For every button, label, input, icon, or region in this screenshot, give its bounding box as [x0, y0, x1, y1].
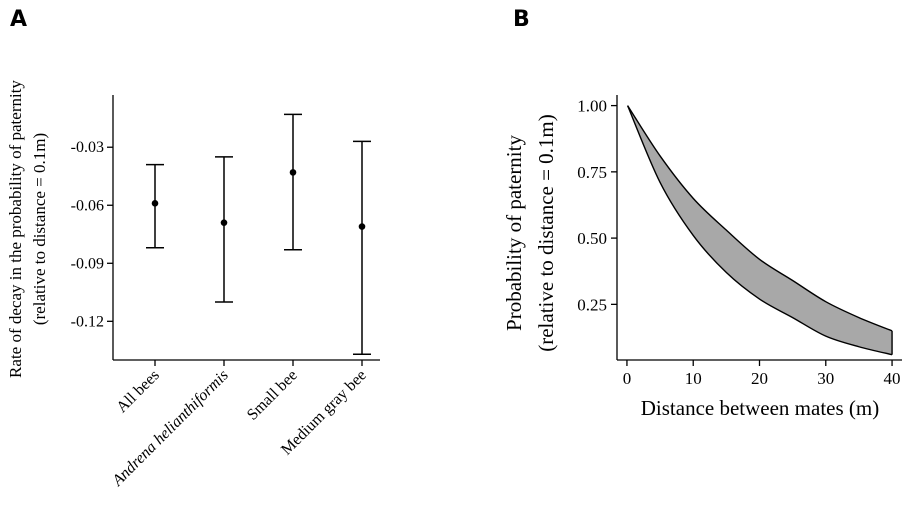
panel-b-xtick-label: 40: [884, 369, 901, 388]
panel-a-point-2: [220, 219, 228, 226]
panel-a-ytick-label: -0.09: [71, 255, 104, 272]
panel-a-chart: Rate of decay in the probability of pate…: [6, 80, 380, 490]
panel-b-ytick-label: 1.00: [577, 97, 607, 116]
panel-b-lower-curve: [626, 105, 893, 356]
panel-b-xtick-label: 0: [623, 369, 632, 388]
panel-a-xtick-label: All bees: [113, 367, 162, 416]
panel-b-confidence-band: [627, 105, 893, 355]
panel-b-xtick-label: 10: [685, 369, 702, 388]
panel-b-chart: Probability of paternity (relative to di…: [502, 95, 902, 420]
panel-a-point-1: [151, 200, 159, 207]
panel-b-ytick-label: 0.50: [577, 229, 607, 248]
panel-a-ytick-label: -0.12: [71, 313, 104, 330]
panel-b-ylabel-line1: Probability of paternity: [502, 135, 526, 331]
panel-b-ytick-label: 0.75: [577, 163, 607, 182]
panel-b-xtick-label: 30: [817, 369, 834, 388]
panel-a-point-3: [289, 169, 297, 176]
panel-b-ytick-label: 0.25: [577, 295, 607, 314]
panel-b-upper-curve: [627, 105, 893, 332]
panel-a-ytick-label: -0.06: [71, 197, 104, 214]
panel-a-xtick-label: Andrena helianthiformis: [109, 367, 232, 490]
panel-a-xtick-label: Small bee: [244, 367, 301, 424]
panel-b-xlabel: Distance between mates (m): [641, 396, 880, 420]
panel-a-ytick-label: -0.03: [71, 139, 104, 156]
panel-a-point-4: [358, 223, 366, 230]
panel-a-letter: A: [10, 7, 27, 32]
panel-b-letter: B: [513, 7, 530, 32]
panel-b-ylabel-line2: (relative to distance = 0.1m): [534, 114, 558, 352]
panel-a-ylabel-line1: Rate of decay in the probability of pate…: [6, 80, 25, 378]
panel-a-ylabel-line2: (relative to distance = 0.1m): [30, 133, 49, 325]
panel-b-xtick-label: 20: [751, 369, 768, 388]
